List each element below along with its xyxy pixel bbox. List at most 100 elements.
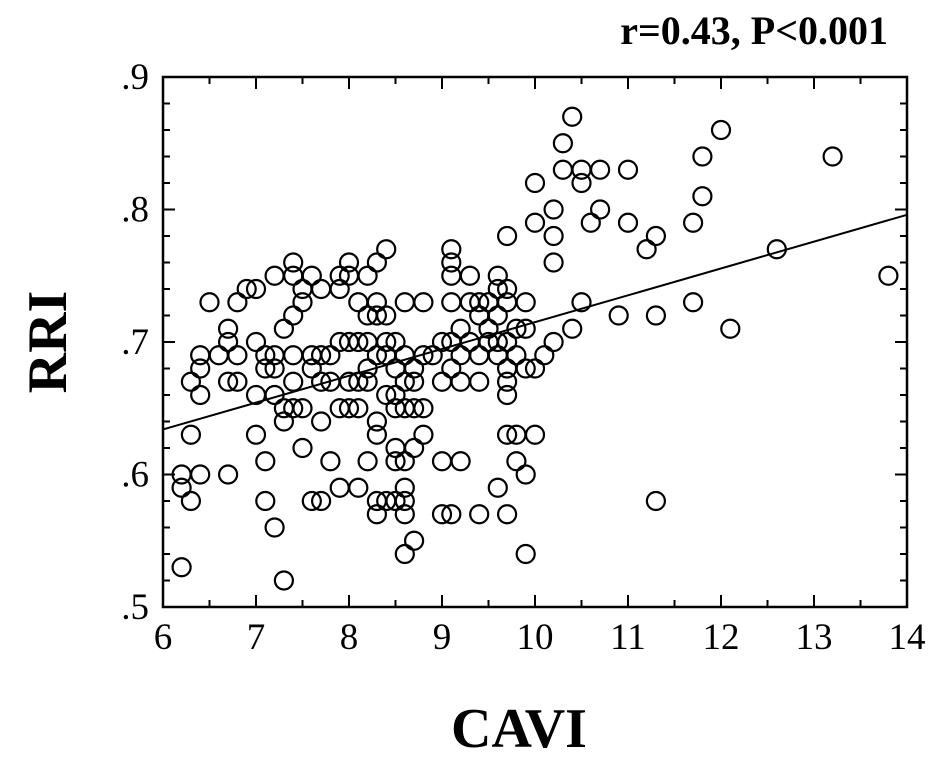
x-tick-label: 13 (796, 617, 833, 658)
data-point (190, 384, 211, 406)
data-point (283, 265, 304, 286)
data-point (645, 305, 667, 326)
data-point (487, 305, 508, 326)
data-point (366, 345, 387, 366)
data-point (218, 318, 239, 339)
data-point (543, 225, 564, 247)
data-point (366, 305, 387, 326)
data-point (394, 345, 415, 366)
data-point (469, 371, 490, 392)
data-point (413, 398, 434, 419)
data-point (515, 292, 536, 313)
data-point (450, 318, 471, 339)
data-point (357, 358, 378, 379)
data-point (357, 371, 378, 392)
data-point (292, 292, 313, 313)
data-point (710, 119, 732, 141)
data-point (283, 252, 304, 273)
y-tick-label: .6 (121, 455, 149, 496)
data-point (534, 345, 555, 366)
plot-area (162, 106, 908, 591)
data-point (376, 239, 397, 260)
y-tick-label: .8 (121, 190, 149, 231)
data-point (431, 371, 453, 392)
data-point (255, 358, 276, 379)
data-point (394, 504, 415, 525)
data-point (218, 464, 239, 485)
data-point (450, 371, 471, 392)
data-point (552, 133, 574, 154)
data-point (190, 464, 211, 485)
data-point (376, 384, 397, 406)
data-point (441, 252, 462, 273)
data-point (255, 345, 276, 366)
data-point (617, 212, 639, 233)
data-point (469, 305, 490, 326)
axis-ticks: 6 7 8 9 10 11 12 13 14 .5 .6 .7 .8 .9 (121, 57, 925, 658)
data-point (283, 345, 304, 366)
data-point (218, 371, 239, 392)
data-point (543, 199, 564, 220)
data-point (497, 424, 518, 445)
data-point (450, 345, 471, 366)
data-point (441, 504, 462, 525)
data-point (348, 477, 369, 498)
data-point (394, 371, 415, 392)
data-point (273, 411, 294, 432)
data-point (422, 345, 443, 366)
data-point (348, 292, 369, 313)
data-point (404, 398, 425, 419)
data-point (292, 437, 313, 459)
data-point (487, 265, 508, 286)
data-point (218, 331, 239, 353)
data-point (497, 278, 518, 300)
data-point (459, 265, 480, 286)
data-point (283, 371, 304, 392)
data-point (171, 557, 192, 578)
data-point (441, 265, 462, 286)
data-point (822, 146, 843, 167)
data-point (413, 292, 434, 313)
data-point (264, 265, 285, 286)
data-point (348, 371, 369, 392)
data-point (692, 146, 713, 167)
data-point (413, 424, 434, 445)
data-point (497, 292, 518, 313)
data-point (366, 252, 387, 273)
y-tick-label: .5 (121, 587, 149, 628)
x-tick-label: 9 (433, 617, 452, 658)
data-point (329, 477, 350, 498)
x-tick-label: 12 (703, 617, 740, 658)
data-point (404, 358, 425, 379)
data-point (385, 490, 406, 512)
data-point (497, 504, 518, 525)
x-axis-title: CAVI (451, 698, 587, 760)
data-point (338, 398, 360, 419)
data-point (515, 358, 536, 379)
x-tick-label: 7 (247, 617, 266, 658)
data-point (311, 490, 332, 512)
x-tick-label: 14 (889, 617, 926, 658)
data-point (311, 371, 332, 392)
y-tick-label: .7 (121, 322, 149, 363)
x-tick-label: 6 (154, 617, 173, 658)
data-point (571, 172, 592, 194)
data-point (190, 358, 211, 379)
data-point (431, 331, 453, 353)
data-point (441, 358, 462, 379)
data-point (692, 186, 713, 207)
data-point (190, 345, 211, 366)
data-point (376, 331, 397, 353)
data-point (524, 172, 546, 194)
data-point (329, 265, 350, 286)
correlation-annotation: r=0.43, P<0.001 (620, 8, 888, 53)
data-point (311, 278, 332, 300)
data-point (320, 345, 341, 366)
data-point (487, 345, 508, 366)
data-point (469, 292, 490, 313)
data-point (348, 331, 369, 353)
data-point (404, 371, 425, 392)
data-point (264, 358, 285, 379)
data-point (255, 490, 276, 512)
data-point (301, 358, 322, 379)
